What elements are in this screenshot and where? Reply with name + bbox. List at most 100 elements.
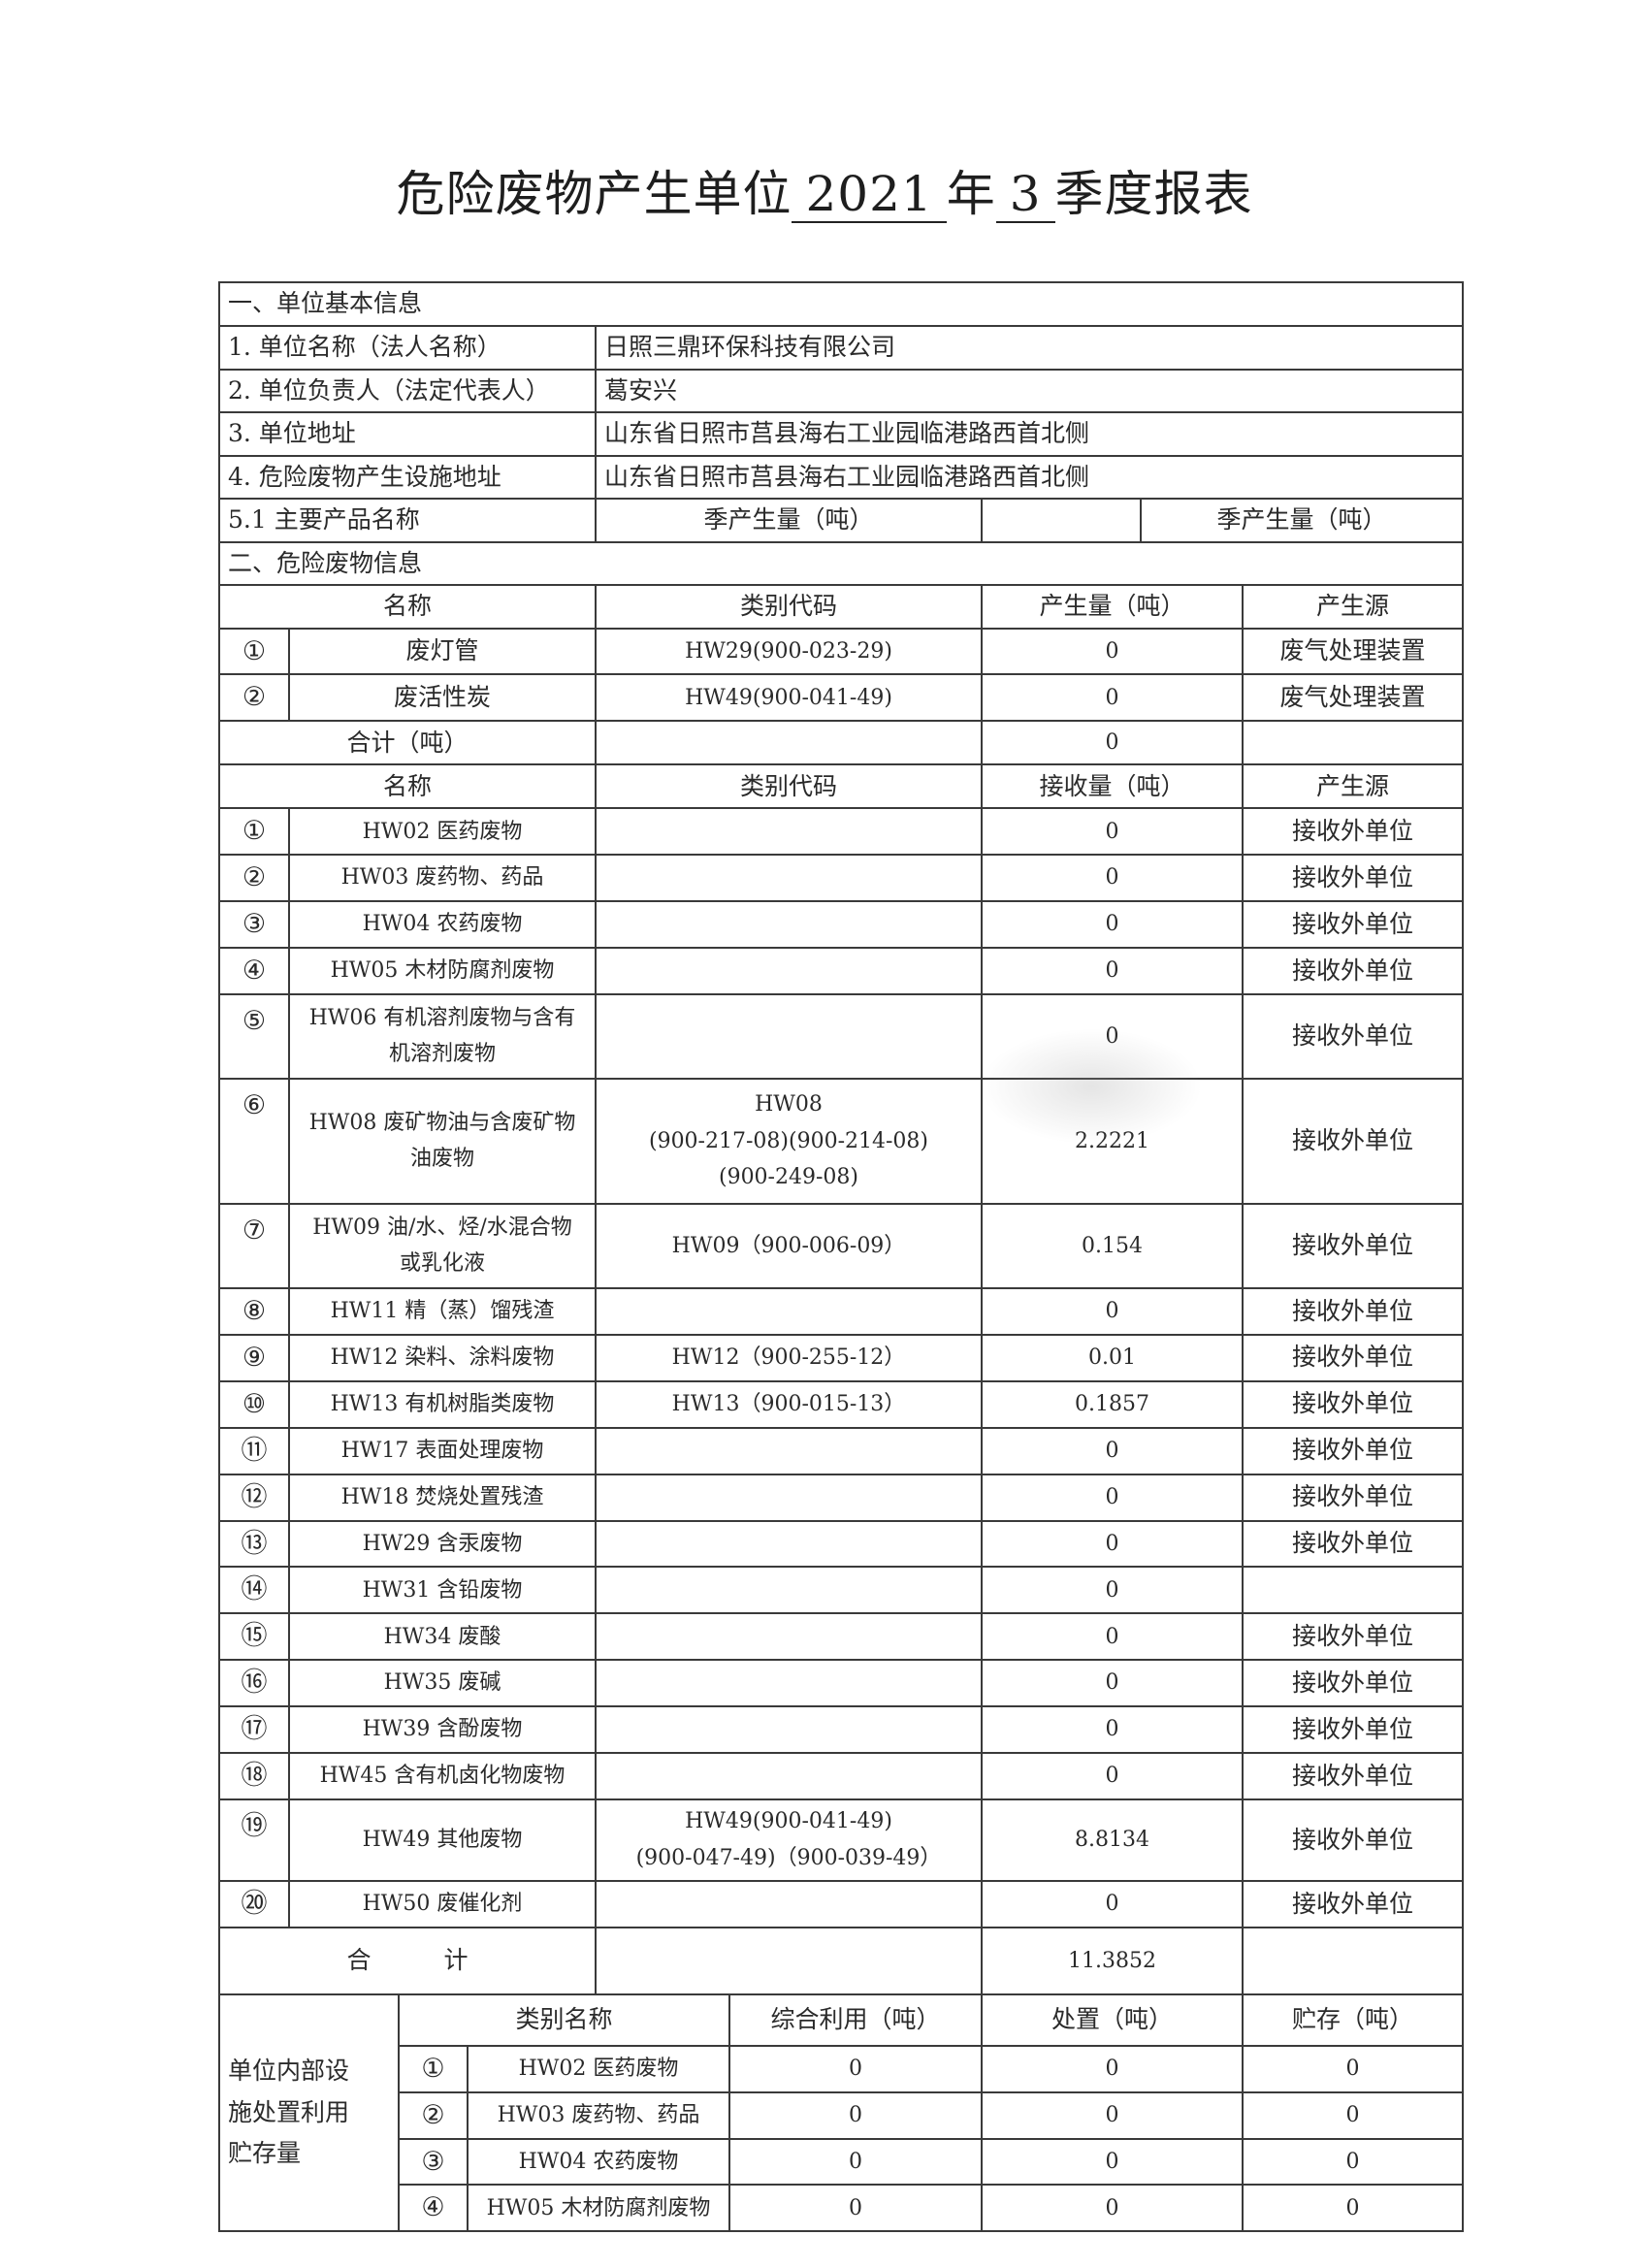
row-number: ② [398,2090,469,2140]
empty-cell [595,720,983,766]
waste-code [595,946,983,995]
waste-code [595,1426,983,1475]
waste-row: ② 废活性炭 HW49(900-041-49) 0 废气处理装置 [218,673,1465,723]
waste-name: HW18 焚烧处置残渣 [288,1473,597,1522]
utilized-value: 0 [728,2184,983,2233]
category-name: HW03 废药物、药品 [467,2090,730,2140]
waste-row: ③ HW04 农药废物 0 接收外单位 [218,900,1465,949]
waste-code [595,1612,983,1662]
waste-source: 接收外单位 [1241,1798,1465,1882]
product-label: 5.1 主要产品名称 [218,498,597,543]
internal-row: ① HW02 医药废物 0 0 0 [219,2044,1465,2093]
waste-amount: 0 [981,900,1244,949]
waste-amount: 0.01 [981,1333,1244,1382]
row-number: ④ [218,946,290,995]
waste-source: 接收外单位 [1241,1705,1465,1754]
total-value: 0 [981,720,1244,766]
utilized-value: 0 [728,2090,983,2140]
stored-value: 0 [1241,2044,1465,2093]
waste-amount: 0 [981,1566,1244,1615]
waste-code [595,1879,983,1928]
waste-code [595,1659,983,1708]
row-number: ⑭ [218,1566,290,1615]
disposed-value: 0 [981,2044,1244,2093]
waste-row: ⑳ HW50 废催化剂 0 接收外单位 [218,1879,1465,1928]
stored-value: 0 [1241,2090,1465,2140]
waste-source: 接收外单位 [1241,1473,1465,1522]
waste-amount: 2.2221 [981,1077,1244,1205]
row-number: ⑳ [218,1879,290,1928]
waste-amount: 0.1857 [981,1379,1244,1429]
product-qty-label: 季产生量（吨） [595,498,983,543]
waste-amount: 0 [981,992,1244,1080]
waste-amount: 0 [981,673,1244,723]
waste-amount: 0 [981,1286,1244,1336]
row-number: ⑰ [218,1705,290,1754]
product-qty-value [981,498,1142,543]
waste-code: HW13（900-015-13） [595,1379,983,1429]
waste-source: 接收外单位 [1241,946,1465,995]
total-row: 合计（吨） 0 [218,720,1465,766]
title-year: 2021 [792,168,947,223]
header-amount: 产生量（吨） [981,584,1244,630]
total-label: 合 计 [218,1926,597,1995]
internal-label: 单位内部设 施处置利用 贮存量 [218,1993,400,2233]
row-number: ⑬ [218,1519,290,1569]
field-label: 3. 单位地址 [218,411,597,457]
waste-row: ⑧ HW11 精（蒸）馏残渣 0 接收外单位 [218,1286,1465,1336]
internal-header-row: 单位内部设 施处置利用 贮存量 类别名称 综合利用（吨） 处置（吨） 贮存（吨） [218,1993,1465,2233]
empty-cell [1241,720,1465,766]
waste-name: HW08 废矿物油与含废矿物 油废物 [288,1077,597,1205]
row-number: ⑨ [218,1333,290,1382]
waste-amount: 0.154 [981,1202,1244,1289]
utilized-value: 0 [728,2044,983,2093]
waste-source: 接收外单位 [1241,1426,1465,1475]
waste-name: HW11 精（蒸）馏残渣 [288,1286,597,1336]
waste-name: HW45 含有机卤化物废物 [288,1751,597,1800]
waste-row: ⑱ HW45 含有机卤化物废物 0 接收外单位 [218,1751,1465,1800]
info-row: 2. 单位负责人（法定代表人） 葛安兴 [218,368,1465,413]
waste-row: ① 废灯管 HW29(900-023-29) 0 废气处理装置 [218,627,1465,676]
header-source: 产生源 [1241,584,1465,630]
waste-row: ② HW03 废药物、药品 0 接收外单位 [218,854,1465,903]
header-source: 产生源 [1241,763,1465,810]
waste-source: 接收外单位 [1241,1077,1465,1205]
waste-code [595,807,983,857]
waste-amount: 0 [981,1426,1244,1475]
header-category: 类别名称 [398,1993,730,2047]
waste-source: 接收外单位 [1241,1379,1465,1429]
waste-row: ⑤ HW06 有机溶剂废物与含有 机溶剂废物 0 接收外单位 [218,992,1465,1080]
product-row: 5.1 主要产品名称 季产生量（吨） 季产生量（吨） [218,498,1465,543]
stored-value: 0 [1241,2184,1465,2233]
waste-source: 接收外单位 [1241,1659,1465,1708]
waste-source: 接收外单位 [1241,1286,1465,1336]
header-name: 名称 [218,763,597,810]
waste-amount: 0 [981,1879,1244,1928]
info-row: 1. 单位名称（法人名称） 日照三鼎环保科技有限公司 [218,324,1465,371]
row-number: ⑱ [218,1751,290,1800]
waste-amount: 0 [981,807,1244,857]
waste-code [595,900,983,949]
waste-row: ④ HW05 木材防腐剂废物 0 接收外单位 [218,946,1465,995]
header-code: 类别代码 [595,584,983,630]
waste-code: HW08 (900-217-08)(900-214-08) (900-249-0… [595,1077,983,1205]
row-number: ③ [218,900,290,949]
category-name: HW02 医药废物 [467,2044,730,2093]
waste-code [595,1286,983,1336]
waste-code [595,1705,983,1754]
row-number: ⑤ [218,992,290,1080]
row-number: ① [398,2044,469,2093]
waste-row: ⑲ HW49 其他废物 HW49(900-041-49) (900-047-49)（… [218,1798,1465,1882]
waste-row: ⑩ HW13 有机树脂类废物 HW13（900-015-13） 0.1857 接收外单位 [218,1379,1465,1429]
waste-code [595,1473,983,1522]
row-number: ⑥ [218,1077,290,1205]
waste-code [595,1519,983,1569]
waste-code [595,1751,983,1800]
waste-row: ⑥ HW08 废矿物油与含废矿物 油废物 HW08 (900-217-08)(900… [218,1077,1465,1205]
row-number: ⑪ [218,1426,290,1475]
waste-amount: 0 [981,854,1244,903]
waste-name: HW50 废催化剂 [288,1879,597,1928]
section1-heading-row: 一、单位基本信息 [217,281,1465,327]
waste-row: ⑮ HW34 废酸 0 接收外单位 [218,1612,1465,1662]
waste-source: 接收外单位 [1241,1519,1465,1569]
